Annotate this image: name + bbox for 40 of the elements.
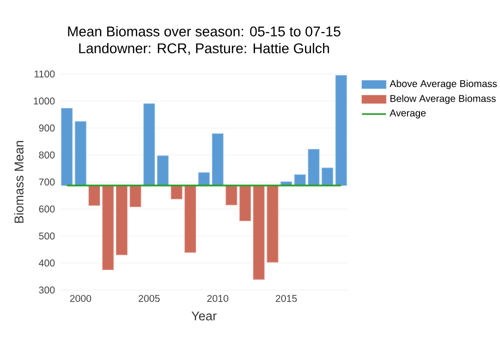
bar: [226, 185, 238, 206]
bar: [322, 168, 334, 186]
x-tick-label: 2005: [138, 294, 160, 302]
chart-subtitle: Landowner: RCR, Pasture: Hattie Gulch: [79, 42, 329, 55]
chart-title: Mean Biomass over season: 05-15 to 07-15: [68, 26, 340, 36]
y-axis-title: Biomass Mean: [14, 140, 24, 223]
bar: [102, 185, 114, 270]
bar: [130, 185, 142, 208]
bar: [184, 185, 196, 253]
legend-label: Below Average Biomass: [390, 94, 496, 104]
bar: [212, 133, 224, 186]
bar: [157, 156, 169, 186]
x-tick-label: 2000: [70, 294, 92, 302]
y-tick-label: 800: [39, 152, 55, 158]
y-tick-label: 400: [38, 260, 55, 266]
y-tick-label: 700: [39, 178, 55, 186]
y-tick-label: 1100: [34, 70, 55, 78]
bar: [116, 185, 128, 256]
bar: [88, 185, 100, 206]
legend-label: Above Average Biomass: [390, 80, 497, 90]
x-axis-title: Year: [192, 312, 217, 320]
y-tick-label: 600: [39, 206, 55, 212]
bar: [61, 108, 73, 186]
bar: [335, 75, 347, 186]
bar: [294, 174, 306, 186]
bar: [198, 172, 210, 186]
bar: [170, 185, 182, 200]
x-tick-label: 2015: [276, 294, 297, 302]
x-tick-label: 2010: [207, 294, 228, 302]
bar: [239, 185, 251, 222]
bar: [74, 121, 86, 186]
bar: [266, 185, 278, 262]
y-tick-label: 500: [39, 232, 55, 240]
y-tick-label: 900: [39, 124, 55, 132]
bar: [308, 149, 320, 186]
bar: [143, 103, 155, 186]
legend-label: Average: [390, 110, 426, 118]
bar: [253, 185, 265, 280]
y-tick-label: 1000: [34, 98, 55, 104]
y-tick-label: 300: [38, 286, 55, 294]
